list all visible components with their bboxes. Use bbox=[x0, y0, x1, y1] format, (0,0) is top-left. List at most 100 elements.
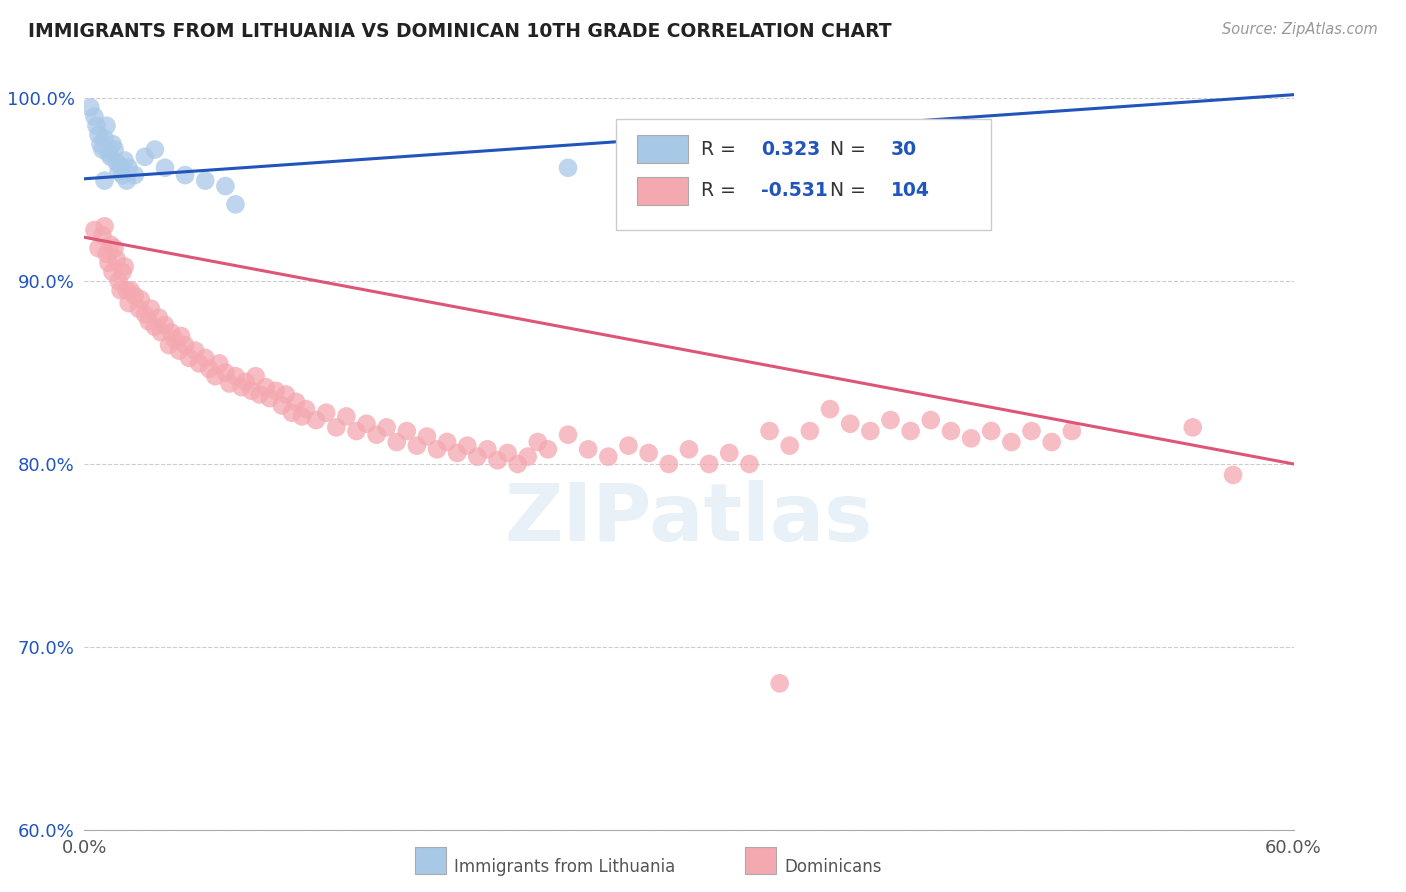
Point bbox=[456, 439, 478, 453]
Point bbox=[264, 384, 287, 398]
Point bbox=[335, 409, 357, 424]
Point bbox=[1021, 424, 1043, 438]
Point bbox=[295, 402, 318, 417]
Point bbox=[920, 413, 942, 427]
Point bbox=[274, 387, 297, 401]
Point bbox=[208, 356, 231, 370]
Point bbox=[111, 168, 134, 182]
Point bbox=[697, 457, 720, 471]
Point bbox=[859, 424, 882, 438]
Point bbox=[678, 442, 700, 457]
Point bbox=[179, 351, 201, 365]
Point bbox=[139, 301, 162, 316]
Point bbox=[83, 223, 105, 237]
Point bbox=[285, 394, 308, 409]
Point bbox=[120, 283, 142, 297]
Point bbox=[96, 246, 118, 260]
Point bbox=[218, 376, 240, 391]
Point bbox=[506, 457, 529, 471]
FancyBboxPatch shape bbox=[637, 135, 688, 163]
Point bbox=[86, 119, 108, 133]
Text: R =: R = bbox=[702, 181, 742, 200]
Point bbox=[395, 424, 418, 438]
Point bbox=[107, 164, 129, 178]
Text: R =: R = bbox=[702, 140, 742, 159]
Point bbox=[240, 384, 263, 398]
Point bbox=[291, 409, 314, 424]
Point bbox=[658, 457, 681, 471]
Point bbox=[799, 424, 821, 438]
Point bbox=[101, 265, 124, 279]
Point bbox=[254, 380, 277, 394]
Point bbox=[557, 161, 579, 175]
Point bbox=[157, 338, 180, 352]
Point bbox=[118, 296, 141, 310]
Point bbox=[939, 424, 962, 438]
Point bbox=[100, 150, 122, 164]
Point bbox=[194, 351, 217, 365]
Point bbox=[231, 380, 253, 394]
Point bbox=[214, 179, 236, 194]
Text: -0.531: -0.531 bbox=[762, 181, 828, 200]
Text: Dominicans: Dominicans bbox=[785, 858, 882, 876]
Point bbox=[118, 161, 141, 175]
Point bbox=[110, 283, 132, 297]
Point bbox=[1222, 467, 1244, 482]
Point bbox=[477, 442, 499, 457]
Point bbox=[375, 420, 398, 434]
Point bbox=[758, 424, 780, 438]
Point bbox=[637, 446, 659, 460]
Point bbox=[93, 131, 115, 145]
Point bbox=[769, 676, 792, 690]
Point bbox=[818, 402, 841, 417]
Point bbox=[346, 424, 368, 438]
Point bbox=[245, 369, 267, 384]
Point bbox=[1040, 435, 1063, 450]
Point bbox=[516, 450, 538, 464]
Point bbox=[143, 319, 166, 334]
Point bbox=[249, 387, 271, 401]
Point bbox=[111, 265, 134, 279]
Point bbox=[188, 356, 211, 370]
Point bbox=[134, 307, 156, 321]
Point bbox=[143, 143, 166, 157]
Point bbox=[114, 153, 136, 168]
Point bbox=[153, 161, 176, 175]
Point bbox=[89, 136, 111, 151]
Point bbox=[356, 417, 378, 431]
Point bbox=[149, 326, 172, 340]
Point bbox=[1060, 424, 1083, 438]
Point bbox=[124, 289, 146, 303]
Point bbox=[97, 146, 120, 161]
Point bbox=[101, 136, 124, 151]
Point bbox=[718, 446, 741, 460]
Point bbox=[617, 439, 640, 453]
Point bbox=[105, 155, 128, 169]
Point bbox=[128, 301, 150, 316]
Point bbox=[96, 119, 118, 133]
Point bbox=[527, 435, 550, 450]
Point bbox=[281, 406, 304, 420]
Text: 0.323: 0.323 bbox=[762, 140, 821, 159]
Point bbox=[93, 173, 115, 187]
Point bbox=[87, 241, 110, 255]
Point bbox=[153, 318, 176, 332]
Point bbox=[416, 429, 439, 443]
Point bbox=[225, 197, 247, 211]
Point bbox=[1000, 435, 1022, 450]
Point bbox=[87, 128, 110, 142]
Point bbox=[496, 446, 519, 460]
Point bbox=[184, 343, 207, 358]
Point bbox=[1181, 420, 1204, 434]
Point bbox=[839, 417, 862, 431]
Point bbox=[436, 435, 458, 450]
Text: 30: 30 bbox=[891, 140, 917, 159]
Point bbox=[426, 442, 449, 457]
Text: Immigrants from Lithuania: Immigrants from Lithuania bbox=[454, 858, 675, 876]
Point bbox=[174, 168, 197, 182]
Point bbox=[134, 150, 156, 164]
Point bbox=[107, 274, 129, 288]
FancyBboxPatch shape bbox=[637, 177, 688, 204]
Point bbox=[105, 252, 128, 267]
Point bbox=[467, 450, 489, 464]
